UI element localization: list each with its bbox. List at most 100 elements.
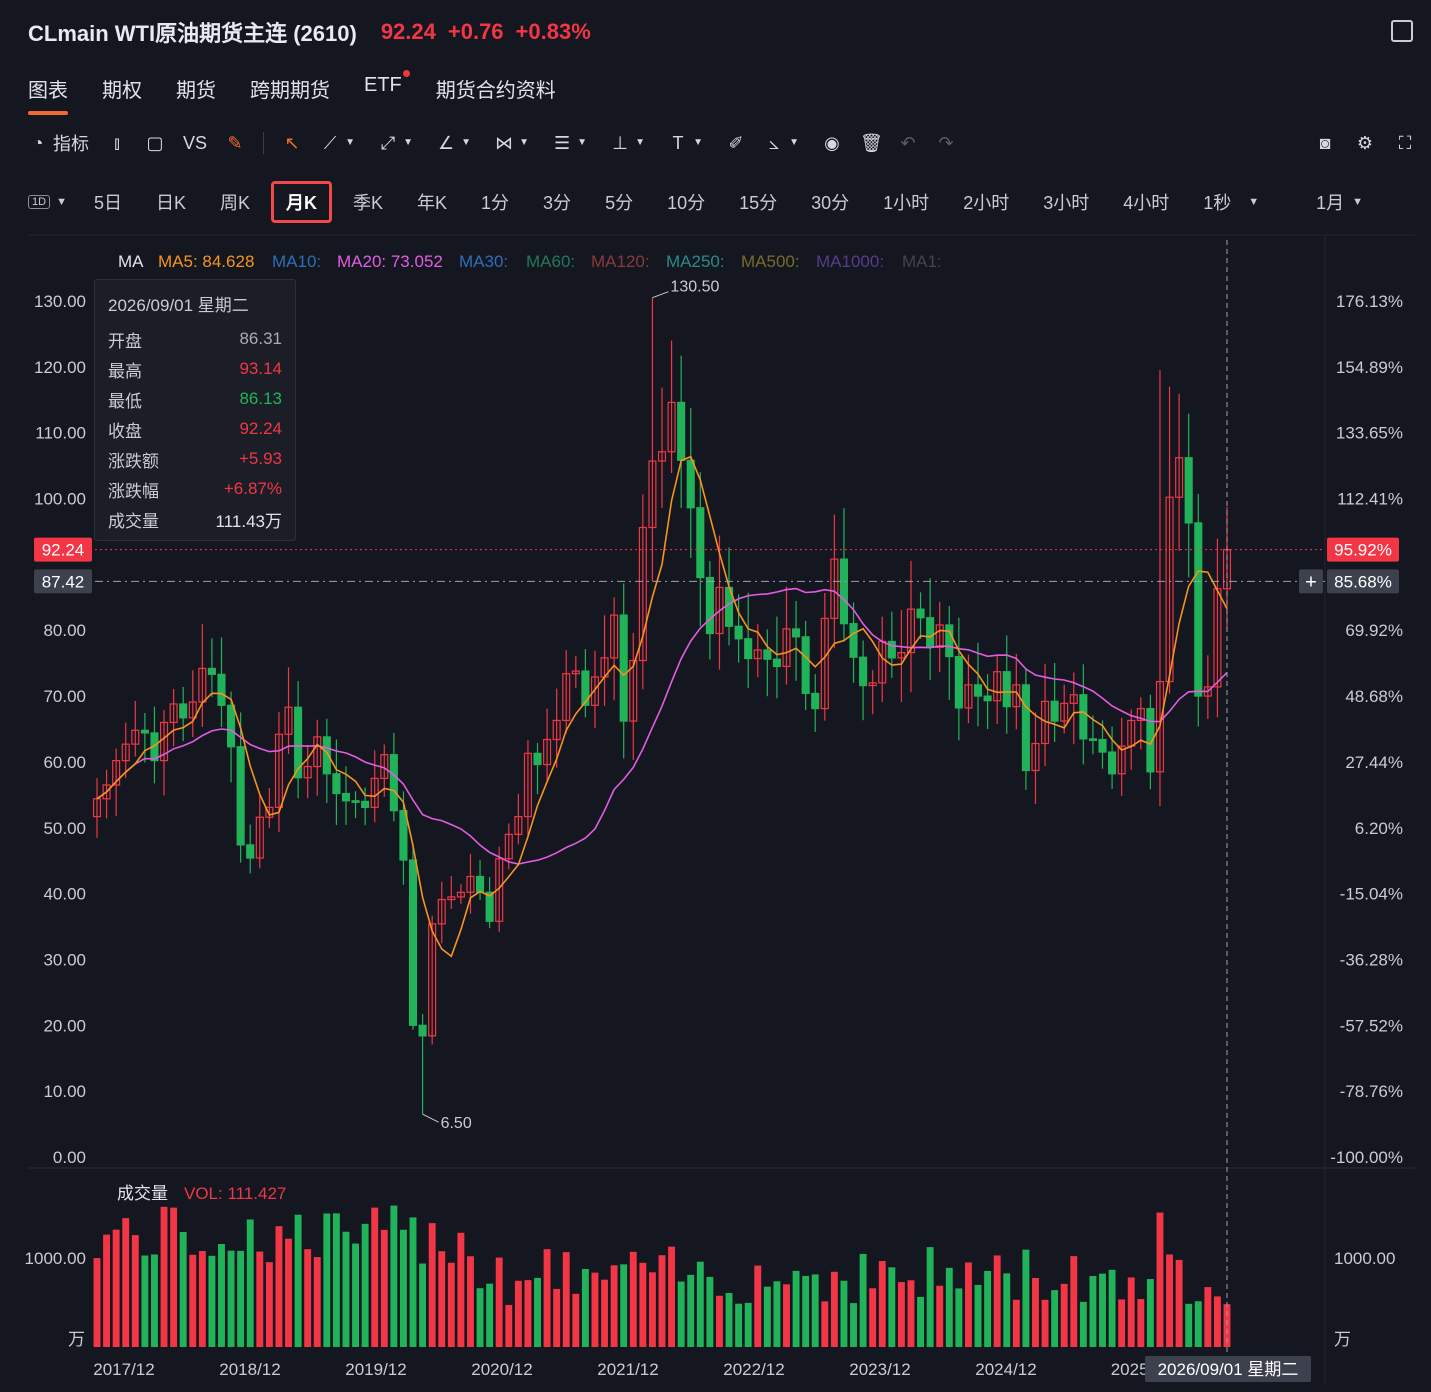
brush-icon: ✐ — [728, 133, 744, 153]
settings-button[interactable]: ⚙ — [1355, 133, 1375, 153]
y-tick-label: 120.00 — [34, 358, 86, 377]
tab-contract-info[interactable]: 期货合约资料 — [435, 80, 556, 102]
low-marker-label: 6.50 — [441, 1115, 472, 1132]
volume-bar — [447, 1262, 455, 1347]
tab-options[interactable]: 期权 — [102, 80, 142, 102]
candle — [121, 722, 130, 779]
candle-type-button[interactable]: ⫾ — [107, 133, 127, 153]
period-10m[interactable]: 10分 — [667, 193, 706, 213]
candle — [341, 766, 351, 825]
candle — [1098, 720, 1107, 769]
volume-bar — [131, 1235, 139, 1347]
chevron-down-icon: ▼ — [1248, 196, 1260, 208]
candle-body — [753, 649, 762, 660]
period-day[interactable]: 日K — [155, 193, 186, 213]
tab-spread-futures[interactable]: 跨期期货 — [250, 80, 330, 102]
candle-body — [418, 1024, 427, 1037]
candle-body — [1165, 496, 1174, 683]
range-picker[interactable]: 1月 — [1316, 193, 1345, 213]
y-axis-left: 0.00 10.00 20.00 30.00 40.00 50.00 60.00 70.00 8… — [34, 292, 86, 1167]
brush-button[interactable]: ✐ — [726, 133, 746, 153]
tab-etf-label: ETF — [364, 74, 402, 96]
pattern-button[interactable]: ⋈ ▼ — [494, 133, 534, 153]
indicator-button[interactable]: ◔ 指标 — [28, 130, 89, 156]
pct-tick-label: -57.52% — [1340, 1016, 1403, 1035]
ohlc-tooltip: 2026/09/01 星期二 开盘 86.31 最高 93.14 最低 86.13 收盘 92… — [94, 279, 296, 541]
period-30m[interactable]: 30分 — [811, 193, 850, 213]
vol-axis-left: 1000.00 — [25, 1249, 86, 1268]
candle — [724, 547, 734, 646]
period-week[interactable]: 周K — [219, 193, 250, 213]
candle — [361, 787, 370, 826]
pct-tick-label: 176.13% — [1336, 292, 1403, 311]
ma-legend-item: MA10: — [272, 252, 321, 271]
tooltip-key: 涨跌幅 — [108, 481, 159, 501]
period-5d[interactable]: 5日 — [93, 193, 122, 213]
cursor-button[interactable]: ↖ — [282, 133, 302, 153]
exit-fullscreen-icon[interactable] — [1391, 20, 1413, 42]
candle — [552, 688, 561, 768]
angle-button[interactable]: ∠ ▼ — [436, 133, 476, 153]
fib-button[interactable]: ☰ ▼ — [552, 133, 592, 153]
visibility-button[interactable]: ◉ — [822, 133, 842, 153]
period-15m[interactable]: 15分 — [739, 193, 778, 213]
candle-body — [1079, 694, 1088, 740]
fullscreen-button[interactable]: ⛶ — [1395, 133, 1415, 153]
candle-body — [179, 703, 188, 719]
volume-bar — [93, 1258, 101, 1347]
candle-body — [830, 558, 839, 619]
candle-body — [1184, 457, 1193, 524]
tab-futures[interactable]: 期货 — [176, 80, 216, 102]
candle — [1213, 538, 1222, 718]
undo-button[interactable]: ↶ — [898, 133, 918, 153]
period-1m[interactable]: 1分 — [481, 193, 510, 213]
candle-body — [916, 608, 925, 619]
redo-button[interactable]: ↷ — [936, 133, 956, 153]
tooltip-value: 86.13 — [239, 389, 282, 408]
x-tick-label: 2021/12 — [597, 1360, 658, 1379]
magnet-icon: ⦣ — [768, 133, 780, 153]
compare-button[interactable]: VS — [183, 133, 207, 154]
interval-picker[interactable]: 1D — [28, 195, 51, 209]
candle-body — [341, 792, 351, 802]
period-1s[interactable]: 1秒 — [1203, 193, 1232, 213]
text-button[interactable]: T ▼ — [668, 133, 708, 153]
tab-etf[interactable]: ETF — [364, 70, 410, 115]
period-month[interactable]: 月K — [271, 181, 332, 223]
tab-chart[interactable]: 图表 — [28, 74, 68, 115]
vs-label: VS — [183, 132, 208, 153]
candle — [255, 793, 264, 869]
volume-bar — [859, 1253, 867, 1347]
screenshot-button[interactable]: ◙ — [1315, 133, 1335, 153]
period-2h[interactable]: 2小时 — [963, 193, 1010, 213]
tooltip-value: 111.43万 — [215, 511, 282, 531]
trend-line-button[interactable]: ⟋ ▼ — [320, 133, 360, 153]
candle-body — [140, 729, 149, 734]
volume-bar — [1099, 1273, 1106, 1347]
y-tick-label: 40.00 — [43, 885, 86, 904]
period-1h[interactable]: 1小时 — [883, 193, 930, 213]
candle — [1155, 370, 1165, 807]
period-5m[interactable]: 5分 — [605, 193, 634, 213]
square-button[interactable]: ▢ — [145, 133, 165, 153]
period-quarter[interactable]: 季K — [353, 193, 384, 213]
ray-button[interactable]: ⤢ ▼ — [378, 133, 418, 153]
candle-body — [274, 733, 283, 808]
volume-bar — [304, 1249, 312, 1347]
period-3m[interactable]: 3分 — [543, 193, 572, 213]
measure-button[interactable]: ⊥ ▼ — [610, 133, 650, 153]
candle — [1108, 726, 1117, 789]
volume-bar — [907, 1280, 915, 1347]
period-4h[interactable]: 4小时 — [1123, 193, 1170, 213]
candle-body — [935, 624, 944, 648]
candle-body — [581, 670, 590, 706]
candle — [246, 824, 255, 874]
candle — [562, 650, 571, 734]
magnet-button[interactable]: ⦣ ▼ — [764, 133, 804, 153]
period-year[interactable]: 年K — [417, 193, 448, 213]
period-3h[interactable]: 3小时 — [1043, 193, 1090, 213]
delete-button[interactable]: 🗑 — [860, 133, 883, 153]
pencil-button[interactable]: ✎ — [225, 133, 245, 153]
undo-icon: ↶ — [900, 133, 916, 153]
